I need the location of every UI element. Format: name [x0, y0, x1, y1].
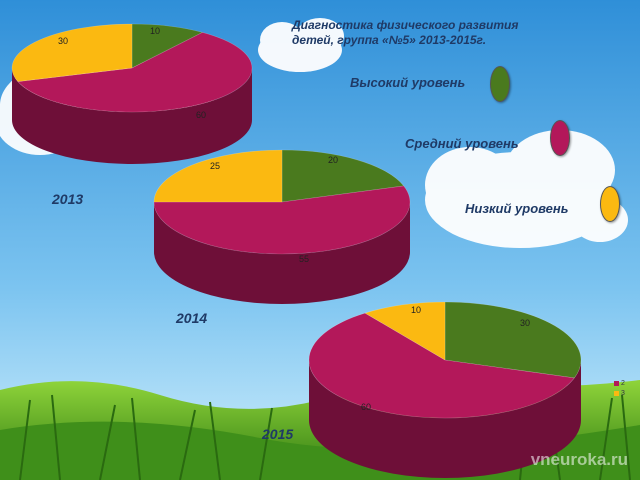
legend-swatch-medium [550, 120, 570, 156]
year-label-2014: 2014 [176, 310, 208, 326]
pie-side [309, 360, 581, 478]
pie-slice-low [11, 23, 133, 82]
legend-label-low: Низкий уровень [465, 201, 569, 216]
data-label-medium: 60 [361, 402, 371, 412]
title-line-2: детей, группа «№5» 2013-2015г. [292, 33, 487, 47]
pie-slice-high [281, 149, 405, 203]
pie-slice-medium [308, 312, 575, 419]
legend-label-high: Высокий уровень [350, 75, 466, 90]
mini-legend-swatch [614, 390, 619, 396]
cloud-right [425, 130, 628, 248]
watermark: vneuroka.ru [530, 450, 628, 469]
pie-slice-high [131, 23, 204, 69]
pie-slice-high [444, 301, 582, 379]
data-label-low: 25 [210, 161, 220, 171]
mini-legend: 2 3 [614, 378, 636, 398]
mini-legend-swatch [614, 380, 619, 386]
pie-slice-medium [153, 185, 411, 255]
data-label-high: 10 [150, 26, 160, 36]
pie-chart-2015: 30 60 10 [308, 301, 582, 478]
chart-title: Диагностика физического развития детей, … [292, 18, 562, 48]
mini-legend-label: 3 [621, 389, 625, 397]
data-label-low: 10 [411, 305, 421, 315]
data-label-low: 30 [58, 36, 68, 46]
data-label-high: 30 [520, 318, 530, 328]
pie-slice-low [364, 301, 446, 361]
data-label-medium: 55 [299, 254, 309, 264]
mini-legend-label: 2 [621, 379, 625, 387]
pie-slice-medium [17, 32, 253, 113]
data-label-high: 20 [328, 155, 338, 165]
pie-side [12, 68, 252, 164]
legend-swatch-high [490, 66, 510, 102]
data-label-medium: 60 [196, 110, 206, 120]
legend-label-medium: Средний уровень [405, 136, 519, 151]
pie-chart-2014: 20 55 25 [153, 149, 411, 304]
mini-legend-row: 2 [614, 378, 636, 388]
year-label-2013: 2013 [52, 191, 84, 207]
pie-chart-2013: 10 60 30 [11, 23, 253, 164]
legend-swatch-low [600, 186, 620, 222]
pie-side [154, 202, 410, 304]
title-line-1: Диагностика физического развития [292, 18, 519, 32]
year-label-2015: 2015 [262, 426, 294, 442]
pie-slice-low [153, 149, 283, 203]
mini-legend-row: 3 [614, 388, 636, 398]
cloud-top [258, 18, 344, 72]
